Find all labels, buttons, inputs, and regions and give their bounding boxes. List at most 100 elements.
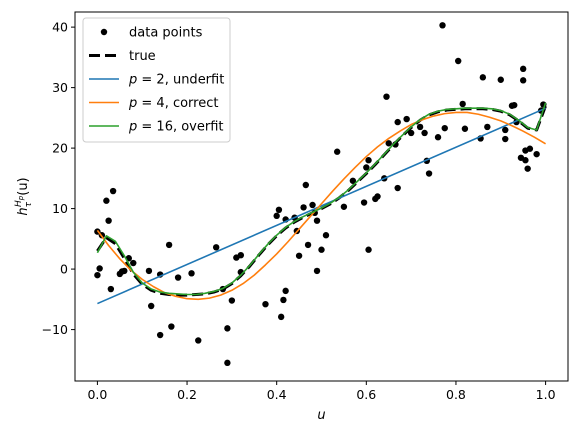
data-point bbox=[439, 22, 446, 29]
data-point bbox=[497, 76, 504, 83]
data-point bbox=[374, 193, 381, 200]
data-point bbox=[105, 217, 112, 224]
data-point bbox=[363, 164, 370, 171]
data-point bbox=[280, 296, 287, 304]
plot-area bbox=[94, 22, 547, 367]
y-tick-label: 10 bbox=[52, 201, 68, 216]
data-point bbox=[340, 203, 348, 210]
data-point bbox=[425, 170, 433, 177]
legend-label: p = 4, correct bbox=[128, 96, 218, 111]
y-tick-label: 40 bbox=[52, 20, 68, 35]
x-tick-label: 0.2 bbox=[177, 387, 197, 402]
data-point bbox=[313, 267, 321, 275]
legend-box bbox=[82, 17, 231, 143]
data-point bbox=[174, 274, 182, 281]
data-point bbox=[459, 100, 466, 108]
data-point bbox=[479, 74, 487, 81]
data-point bbox=[309, 201, 316, 209]
data-point bbox=[302, 181, 310, 189]
data-point bbox=[168, 323, 175, 330]
data-point bbox=[484, 123, 491, 131]
data-point bbox=[277, 313, 285, 321]
data-point bbox=[365, 157, 372, 164]
legend-marker bbox=[100, 28, 108, 36]
data-point bbox=[349, 177, 357, 184]
data-point bbox=[109, 187, 117, 195]
data-point bbox=[511, 101, 518, 109]
data-point bbox=[262, 300, 269, 308]
data-point bbox=[383, 93, 390, 100]
data-point bbox=[333, 148, 341, 155]
legend-label: true bbox=[129, 49, 156, 64]
data-point bbox=[282, 287, 289, 295]
y-tick-label: 0 bbox=[60, 262, 68, 277]
data-point bbox=[502, 135, 509, 143]
data-point bbox=[103, 197, 110, 204]
x-tick-label: 1.0 bbox=[536, 387, 556, 402]
data-point bbox=[94, 271, 101, 279]
data-point bbox=[322, 232, 330, 239]
legend-label: data points bbox=[129, 26, 203, 41]
p4-correct-line bbox=[96, 111, 546, 301]
data-point bbox=[526, 145, 534, 152]
data-point bbox=[147, 302, 155, 310]
legend-label: p = 2, underfit bbox=[128, 73, 224, 88]
y-tick-label: −10 bbox=[42, 322, 68, 337]
p16-overfit-line bbox=[96, 102, 547, 296]
data-point bbox=[130, 259, 137, 267]
data-point bbox=[237, 251, 245, 259]
x-axis-label: u bbox=[317, 408, 325, 423]
x-tick-label: 0.8 bbox=[446, 387, 466, 402]
data-point bbox=[524, 165, 531, 172]
data-point bbox=[275, 206, 283, 214]
data-point bbox=[224, 325, 231, 332]
data-point bbox=[318, 246, 325, 253]
data-point bbox=[461, 125, 469, 132]
data-point bbox=[416, 123, 424, 131]
legend-label: p = 16, overfit bbox=[128, 120, 224, 135]
data-point bbox=[394, 184, 401, 192]
data-point bbox=[385, 140, 392, 147]
data-point bbox=[519, 65, 527, 73]
data-point bbox=[107, 285, 115, 293]
data-point bbox=[421, 129, 428, 137]
legend: data points true p = 2, underfit p = 4, cor… bbox=[82, 17, 231, 143]
data-point bbox=[165, 241, 173, 249]
data-point bbox=[304, 241, 312, 249]
data-point bbox=[145, 267, 153, 275]
x-tick-label: 0.4 bbox=[267, 387, 287, 402]
data-point bbox=[454, 57, 462, 65]
data-point bbox=[522, 157, 529, 164]
data-point bbox=[434, 134, 442, 141]
data-point bbox=[360, 199, 368, 206]
data-point bbox=[365, 246, 372, 253]
data-point bbox=[394, 118, 401, 126]
data-point bbox=[195, 337, 202, 344]
p2-underfit-line bbox=[97, 107, 546, 305]
data-point bbox=[441, 124, 448, 132]
data-point bbox=[403, 115, 410, 123]
data-point bbox=[300, 204, 307, 211]
data-point bbox=[121, 267, 128, 275]
x-tick-label: 0.0 bbox=[87, 387, 107, 402]
data-point bbox=[313, 217, 321, 224]
data-point bbox=[228, 297, 236, 304]
data-point bbox=[188, 270, 195, 277]
x-tick-label: 0.6 bbox=[356, 387, 376, 402]
axes-frame bbox=[74, 11, 569, 382]
axes: 0.0 0.2 0.4 0.6 0.8 1.0 −10 0 10 20 30 40 u hτHp(u) bbox=[14, 11, 569, 423]
y-axis-label: hτHp(u) bbox=[14, 177, 34, 215]
data-point bbox=[212, 244, 220, 251]
data-point bbox=[533, 150, 540, 158]
y-tick-label: 20 bbox=[52, 141, 68, 156]
data-point bbox=[407, 129, 415, 137]
y-tick-label: 30 bbox=[52, 80, 68, 95]
data-point bbox=[273, 212, 280, 220]
data-point bbox=[295, 252, 303, 259]
data-point bbox=[519, 77, 527, 84]
data-point bbox=[156, 331, 164, 339]
data-point bbox=[502, 126, 509, 134]
data-point bbox=[224, 359, 231, 367]
data-point bbox=[96, 265, 103, 272]
